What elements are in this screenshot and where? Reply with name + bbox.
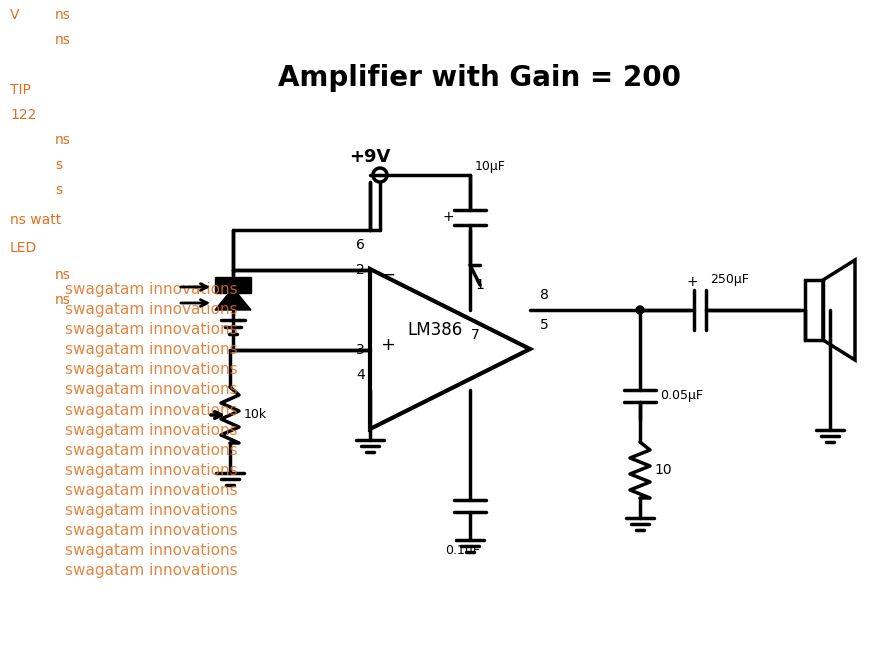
Text: 5: 5: [540, 318, 548, 332]
Text: 10μF: 10μF: [474, 161, 505, 173]
Text: +: +: [380, 336, 395, 354]
Text: swagatam innovations: swagatam innovations: [65, 482, 237, 498]
Text: swagatam innovations: swagatam innovations: [65, 542, 237, 558]
Text: swagatam innovations: swagatam innovations: [65, 283, 237, 297]
Text: swagatam innovations: swagatam innovations: [65, 463, 237, 478]
Text: 250μF: 250μF: [709, 273, 748, 287]
Text: swagatam innovations: swagatam innovations: [65, 503, 237, 517]
Text: 10k: 10k: [243, 409, 267, 422]
Text: +9V: +9V: [349, 148, 390, 166]
Text: ns: ns: [55, 33, 70, 47]
Text: 6: 6: [355, 238, 365, 252]
Text: swagatam innovations: swagatam innovations: [65, 403, 237, 418]
Text: −: −: [381, 266, 395, 284]
Text: 10: 10: [653, 463, 671, 477]
Text: ns: ns: [55, 8, 70, 22]
Text: +: +: [686, 275, 697, 289]
Text: TIP: TIP: [10, 83, 30, 97]
Text: +: +: [441, 210, 454, 224]
Text: 0.05μF: 0.05μF: [660, 389, 702, 403]
Circle shape: [635, 306, 643, 314]
Text: 4: 4: [355, 368, 365, 382]
Text: swagatam innovations: swagatam innovations: [65, 563, 237, 577]
Text: 7: 7: [470, 328, 479, 342]
Text: 2: 2: [355, 263, 365, 277]
Text: swagatam innovations: swagatam innovations: [65, 343, 237, 357]
Text: ns: ns: [55, 133, 70, 147]
Text: swagatam innovations: swagatam innovations: [65, 422, 237, 438]
Text: ns watt: ns watt: [10, 213, 61, 227]
Text: s: s: [55, 158, 62, 172]
Text: Amplifier with Gain = 200: Amplifier with Gain = 200: [278, 64, 680, 92]
Text: swagatam innovations: swagatam innovations: [65, 302, 237, 318]
Bar: [804, 280, 822, 340]
Text: ns: ns: [55, 293, 70, 307]
Text: LM386: LM386: [407, 321, 462, 339]
Text: 0.1uF: 0.1uF: [444, 544, 480, 556]
Text: 3: 3: [355, 343, 365, 357]
Text: swagatam innovations: swagatam innovations: [65, 362, 237, 378]
Text: s: s: [55, 183, 62, 197]
Text: ns: ns: [55, 268, 70, 282]
Text: 122: 122: [10, 108, 36, 122]
Text: swagatam innovations: swagatam innovations: [65, 382, 237, 397]
Text: swagatam innovations: swagatam innovations: [65, 523, 237, 538]
Polygon shape: [215, 288, 251, 310]
Bar: [215, 277, 251, 293]
Text: swagatam innovations: swagatam innovations: [65, 442, 237, 457]
Text: swagatam innovations: swagatam innovations: [65, 322, 237, 337]
Text: V: V: [10, 8, 19, 22]
Text: 1: 1: [475, 278, 484, 292]
Text: LED: LED: [10, 241, 37, 255]
Text: 8: 8: [540, 288, 548, 302]
